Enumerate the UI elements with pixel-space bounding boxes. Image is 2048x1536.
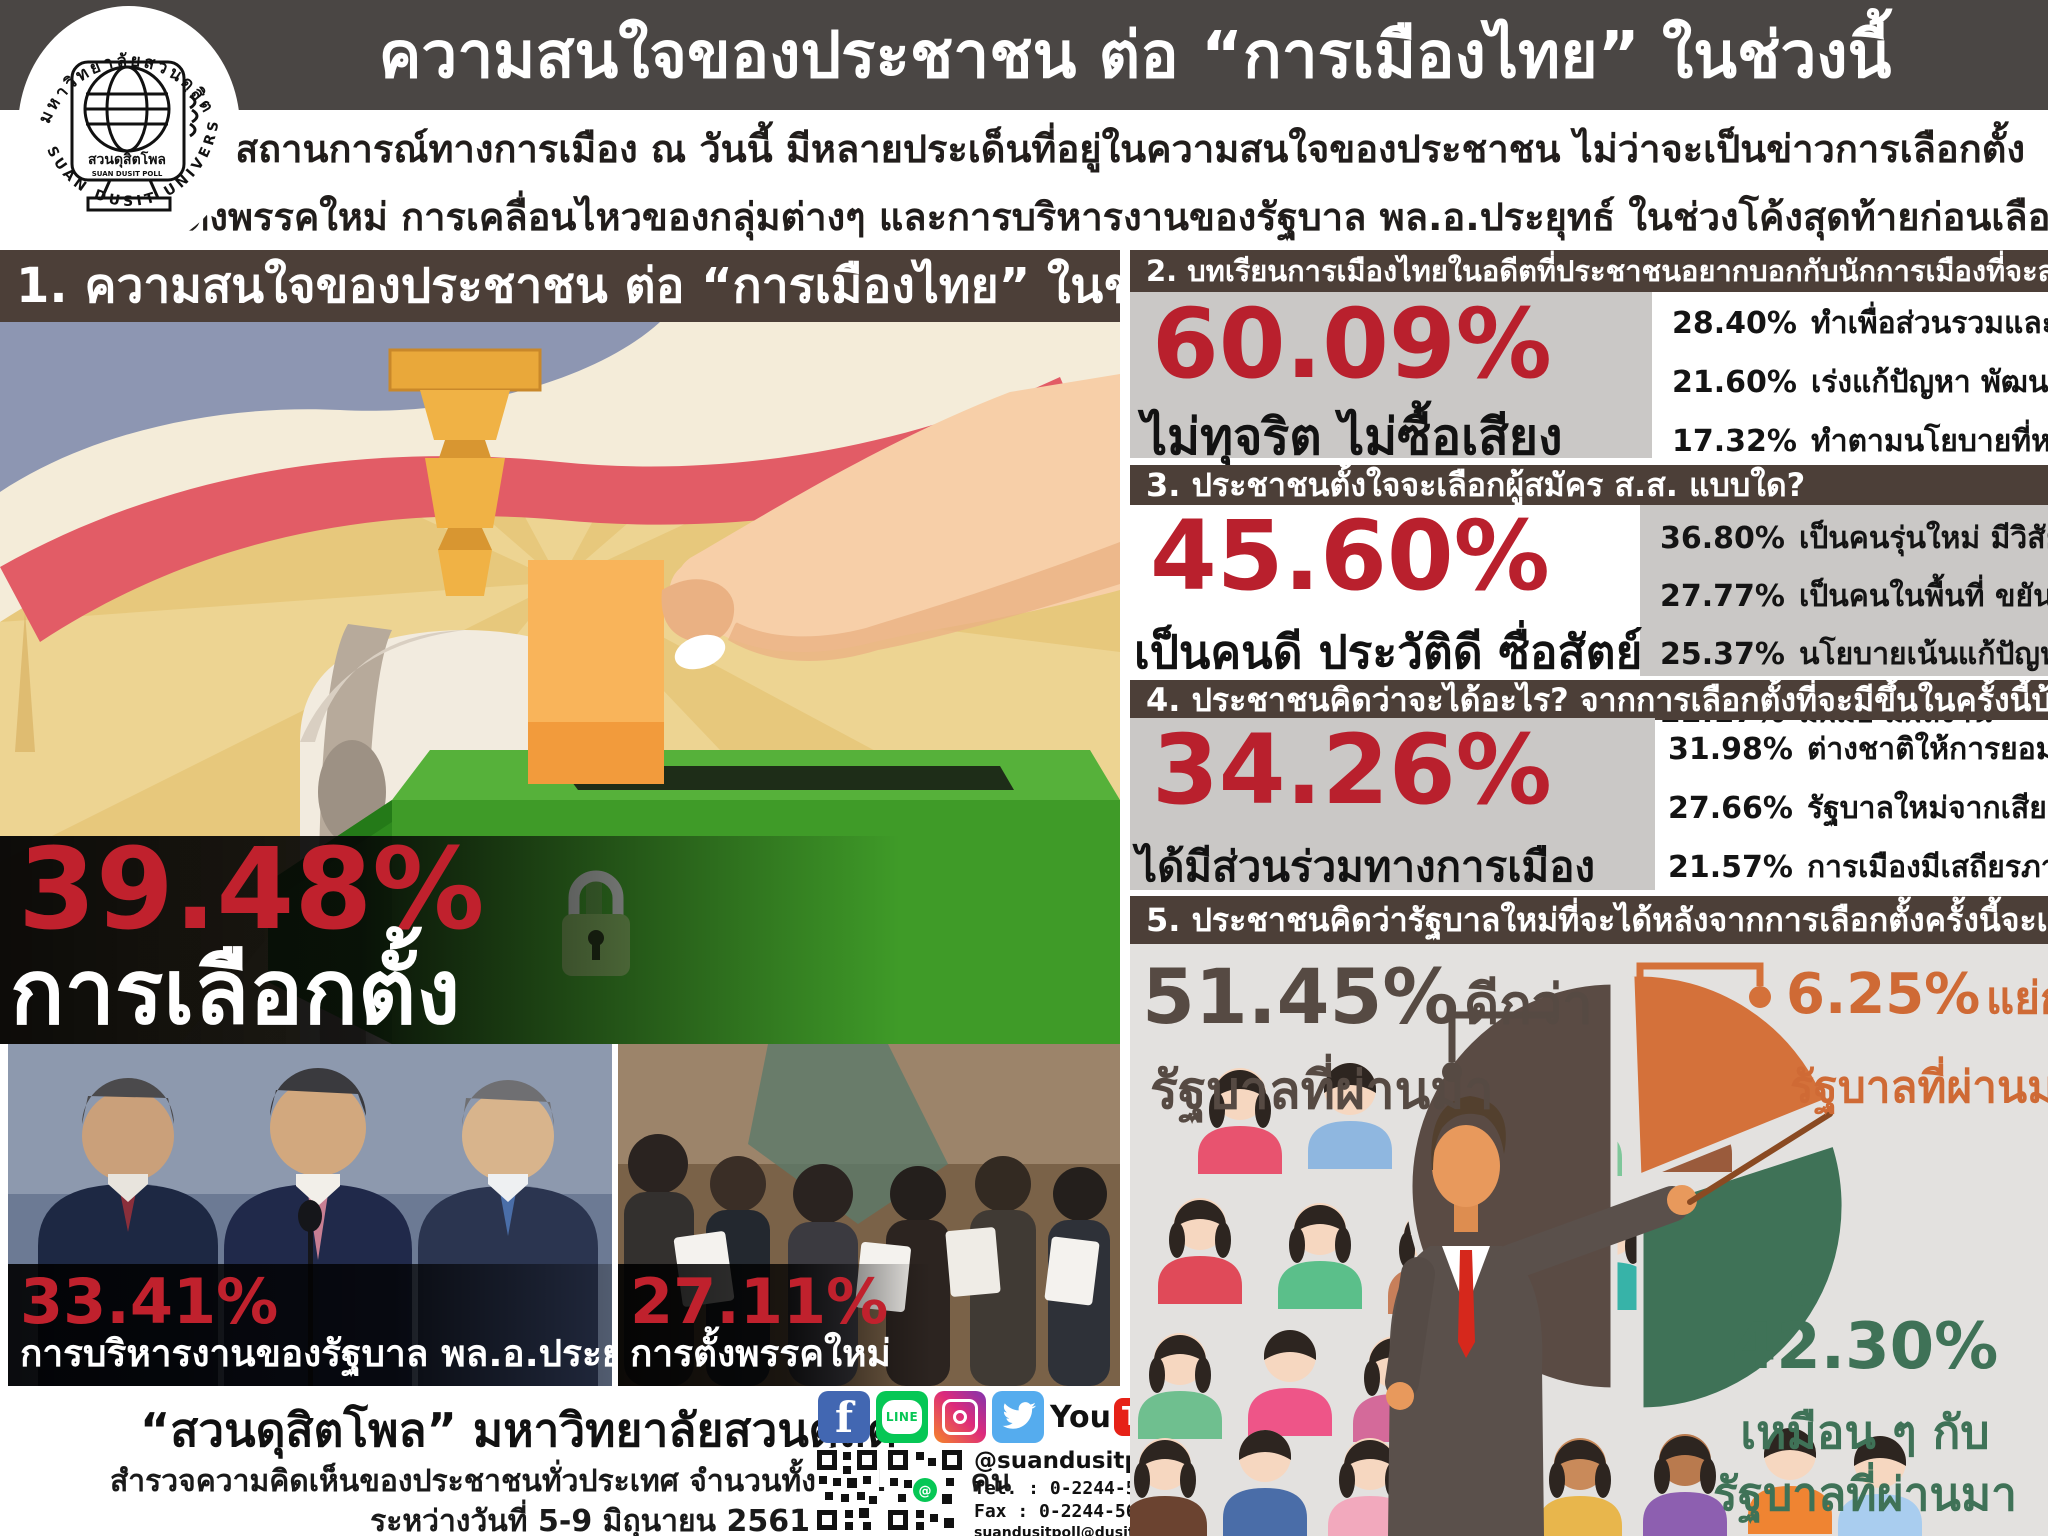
section4-highlight-box [1130, 718, 1655, 890]
pie-callouts [1442, 962, 1813, 1306]
header-bar [0, 0, 2048, 110]
photo-new-party: 27.11% การตั้งพรรคใหม่ [618, 1044, 1120, 1386]
list-item: 28.40%ทำเพื่อส่วนรวมและประชาชน [1672, 306, 2048, 341]
poster-subtitle-line2: การตั้งพรรคใหม่ การเคลื่อนไหวของกลุ่มต่า… [120, 195, 2048, 239]
section4-highlight-value: 34.26% [1152, 714, 1552, 826]
section3-highlight-value: 45.60% [1150, 500, 1550, 612]
contact-tel: Tel. : 0-2244-5277 [974, 1478, 1170, 1499]
poster-subtitle-line1: สถานการณ์ทางการเมือง ณ วันนี้ มีหลายประเ… [234, 127, 2025, 171]
pie-label-same-word: เหมือน ๆ กับ [1740, 1405, 1990, 1459]
list-item: 31.98%ต่างชาติให้การยอมรับ [1668, 732, 2048, 767]
line-icon: LINE [876, 1391, 928, 1443]
section3-header: 3. ประชาชนตั้งใจจะเลือกผู้สมัคร ส.ส. แบบ… [1130, 465, 2048, 505]
section2-highlight-box [1130, 292, 1652, 458]
facebook-icon: f [818, 1391, 870, 1443]
logo-poll-en: SUAN DUSIT POLL [92, 170, 163, 178]
section1-header: 1. ความสนใจของประชาชน ต่อ “การเมืองไทย” … [0, 250, 1219, 322]
section1-stat-value: 39.48% [18, 825, 485, 955]
section3-list: 36.80%เป็นคนรุ่นใหม่ มีวิสัยทัศน์ 27.77%… [1660, 515, 2048, 736]
pie-label-better-ref: รัฐบาลที่ผ่านมา [1150, 1061, 1494, 1121]
contact-block: @suandusitpoll Tel. : 0-2244-5277 Fax : … [974, 1448, 1180, 1536]
presenter-figure [1385, 1096, 1833, 1536]
twitter-icon [992, 1391, 1044, 1443]
contact-email: suandusitpoll@dusit.ac.th [974, 1525, 1180, 1536]
photo-new-party-label: การตั้งพรรคใหม่ [630, 1332, 891, 1376]
pie-label-better: 51.45% ดีกว่า [1142, 952, 1593, 1041]
suan-dusit-university-logo: มหาวิทยาลัยสวนดุสิต SUAN DUSIT UNIVERSIT… [14, 4, 240, 250]
photo-government-value: 33.41% [20, 1265, 279, 1339]
pie-label-worse: 6.25% แย่กว่า [1786, 962, 2048, 1027]
section3-highlight-label: เป็นคนดี ประวัติดี ซื่อสัตย์ [1134, 625, 1643, 679]
photo-new-party-caption: 27.11% การตั้งพรรคใหม่ [618, 1264, 931, 1386]
list-item: 27.77% เป็นคนในพื้นที่ ขยัน [1660, 579, 2048, 614]
photo-new-party-value: 27.11% [630, 1265, 889, 1339]
pointer-stick [1687, 1111, 1833, 1205]
list-item: 25.37%นโยบายเน้นแก้ปัญหาปากท้อง [1660, 637, 2048, 672]
list-item: 36.80%เป็นคนรุ่นใหม่ มีวิสัยทัศน์ [1660, 521, 2048, 556]
pie-label-same-value: 42.30% [1731, 1310, 1999, 1384]
section1-stat-label: การเลือกตั้ง [10, 940, 461, 1045]
section2-highlight-label: ไม่ทุจริต ไม่ซื้อเสียง [1142, 408, 1563, 466]
contact-handle: @suandusitpoll [974, 1448, 1173, 1474]
qr-code-facebook [815, 1448, 879, 1532]
pie-label-same-ref: รัฐบาลที่ผ่านมา [1712, 1467, 2017, 1521]
section2-highlight-value: 60.09% [1152, 288, 1552, 400]
ballot-paper [528, 560, 664, 784]
stat-shade [0, 836, 900, 1044]
photo-government: 33.41% การบริหารงานของรัฐบาล พล.อ.ประยุท… [8, 1044, 612, 1386]
section5-header: 5. ประชาชนคิดว่ารัฐบาลใหม่ที่จะได้หลังจา… [1130, 896, 2048, 944]
pie-chart-illustration [1130, 962, 1922, 1536]
section3-list-box [1640, 505, 2048, 676]
footer-brand: “สวนดุสิตโพล” มหาวิทยาลัยสวนดุสิต [140, 1403, 897, 1457]
voter-hand [661, 374, 1120, 670]
photo-government-caption: 33.41% การบริหารงานของรัฐบาล พล.อ.ประยุท… [8, 1264, 612, 1386]
globe-icon [70, 60, 199, 212]
photo-government-label: การบริหารงานของรัฐบาล พล.อ.ประยุทธ์ [20, 1332, 612, 1376]
list-item: 21.57%การเมืองมีเสถียรภาพ [1668, 850, 2048, 885]
pie-label-worse-ref: รัฐบาลที่ผ่านมา [1790, 1062, 2048, 1113]
section4-highlight-label: ได้มีส่วนร่วมทางการเมือง [1136, 842, 1595, 891]
list-item: 21.60%เร่งแก้ปัญหา พัฒนาประเทศ [1672, 365, 2048, 400]
list-item: 27.66%รัฐบาลใหม่จากเสียงของประชาชน [1668, 791, 2048, 826]
list-item: 17.32%ทำตามนโยบายที่หาเสียงไว้ [1672, 424, 2048, 459]
footer-survey-line2: ระหว่างวันที่ 5-9 มิถุนายน 2561 [370, 1504, 810, 1536]
section4-header: 4. ประชาชนคิดว่าจะได้อะไร? จากการเลือกตั… [1130, 680, 2048, 720]
qr-code-line: @ [886, 1448, 964, 1532]
svg-text:@: @ [919, 1484, 932, 1499]
contact-fax: Fax : 0-2244-5600-1 [974, 1501, 1180, 1522]
pie-slice-worse [1627, 969, 1833, 1184]
logo-poll-th: สวนดุสิตโพล [88, 150, 166, 168]
instagram-icon [934, 1391, 986, 1443]
poster-title: ความสนใจของประชาชน ต่อ “การเมืองไทย” ในช… [378, 19, 1892, 93]
section2-header: 2. บทเรียนการเมืองไทยในอดีตที่ประชาชนอยา… [1130, 250, 2048, 292]
